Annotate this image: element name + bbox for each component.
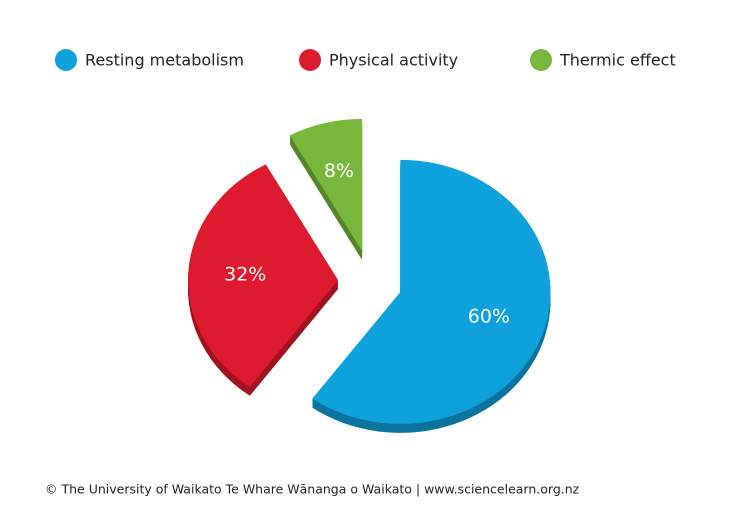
slice-label: 32% (224, 263, 266, 285)
legend-label: Resting metabolism (85, 51, 244, 70)
legend-swatch (299, 49, 321, 71)
pie-slice (312, 159, 551, 424)
slice-label: 8% (324, 160, 354, 182)
legend-label: Physical activity (329, 51, 458, 70)
pie-slice (188, 164, 339, 387)
legend-swatch (530, 49, 552, 71)
legend-swatch (55, 49, 77, 71)
pie-slice (289, 119, 363, 252)
footer-credit: © The University of Waikato Te Whare Wān… (45, 482, 580, 497)
legend-label: Thermic effect (559, 51, 676, 70)
slice-label: 60% (468, 306, 510, 328)
